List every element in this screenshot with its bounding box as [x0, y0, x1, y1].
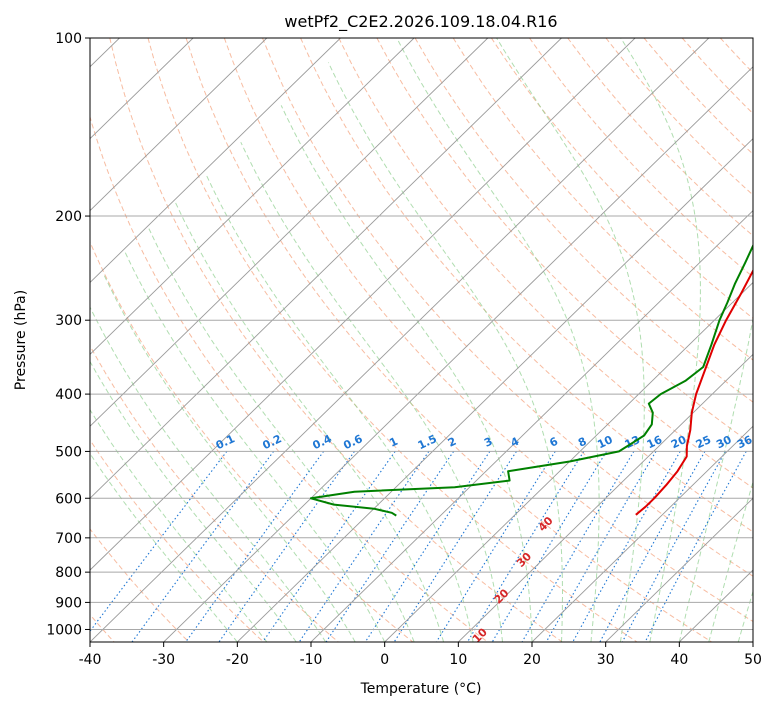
y-tick-label: 800 [55, 565, 82, 581]
isotherm [90, 38, 415, 355]
x-tick-label: -40 [79, 652, 102, 668]
mixing-ratio-line [467, 451, 585, 642]
dry-adiabat [185, 38, 712, 642]
moist-adiabat [102, 273, 356, 642]
y-tick-label: 500 [55, 444, 82, 460]
x-tick-label: 0 [380, 652, 389, 668]
x-tick-label: 50 [744, 652, 762, 668]
mixing-ratio-lines [90, 451, 747, 642]
mixing-ratio-line [435, 451, 556, 642]
mixing-ratio-label: 30 [714, 433, 734, 451]
moist-adiabat [678, 316, 753, 642]
moist-adiabat [148, 228, 415, 642]
mixing-ratio-line [262, 451, 396, 642]
y-tick-label: 100 [55, 31, 82, 47]
plot-area: 0.1 0.2 0.4 0.6 1 1.5 2 3 4 6 8 10 13 16 20 25 30 3610203… [90, 38, 755, 642]
plot-frame [89, 37, 754, 643]
x-tick-label: -20 [226, 652, 249, 668]
x-tick-label: 30 [597, 652, 615, 668]
mixing-ratio-line [545, 451, 657, 642]
dry-adiabat [414, 38, 753, 403]
moist-adiabat [496, 38, 645, 642]
chart-title: wetPf2_C2E2.2026.109.18.04.R16 [284, 12, 557, 32]
isotherm [90, 38, 710, 642]
isotherm [90, 38, 268, 212]
isotherm [310, 209, 753, 642]
moist-adiabat [90, 306, 327, 642]
x-tick-label: -10 [300, 652, 323, 668]
isotherm [90, 38, 636, 571]
mixing-ratio-line [218, 451, 355, 642]
moist-adiabat [396, 38, 600, 642]
x-axis-title: Temperature (°C) [360, 681, 482, 697]
profiles [309, 243, 753, 517]
dry-adiabat [109, 38, 563, 642]
y-axis: 100 200 300 400 500 600 700 800 900 1000 [46, 31, 90, 638]
mixing-ratio-line [599, 451, 706, 642]
x-tick-label: 40 [670, 652, 688, 668]
y-tick-label: 900 [55, 595, 82, 611]
mixing-ratio-line [131, 451, 275, 642]
x-tick-label: 10 [449, 652, 467, 668]
x-tick-label: 20 [523, 652, 541, 668]
moist-adiabat [124, 251, 386, 642]
isotherm [90, 38, 562, 499]
mixing-ratio-line [325, 451, 455, 642]
grid [90, 38, 753, 642]
temperature-profile [635, 268, 753, 516]
moist-adiabat [90, 452, 238, 642]
isotherm [90, 38, 489, 427]
moist-adiabat [737, 589, 753, 642]
moist-adiabat [620, 38, 701, 642]
mixing-ratio-line [621, 451, 726, 642]
y-tick-label: 600 [55, 491, 82, 507]
mixing-ratio-line [298, 451, 430, 642]
mixing-ratio-label: 36 [735, 433, 755, 451]
y-tick-label: 200 [55, 209, 82, 225]
mixing-ratio-label: 20 [669, 433, 689, 451]
mixing-ratio-label: 25 [694, 433, 713, 451]
moist-adiabat [90, 408, 268, 642]
dry-adiabat [90, 115, 488, 642]
moist-adiabat [708, 480, 753, 642]
dry-adiabat [338, 38, 753, 489]
moist-adiabat [205, 174, 474, 642]
mixing-ratio-line [644, 451, 747, 642]
isotherm [90, 38, 341, 284]
y-tick-label: 400 [55, 387, 82, 403]
mixing-ratio-label: 16 [645, 433, 665, 451]
isotherm [163, 66, 753, 642]
x-axis: -40 -30 -20 -10 0 10 20 30 40 50 [79, 642, 762, 668]
y-tick-label: 1000 [46, 622, 82, 638]
isotherm [605, 497, 753, 642]
isotherm [531, 425, 753, 642]
dry-adiabat [262, 38, 753, 577]
dry-adiabat [90, 439, 264, 642]
mixing-ratio-label: 10 [595, 433, 615, 451]
y-tick-label: 700 [55, 531, 82, 547]
dry-adiabat [452, 38, 753, 361]
x-tick-label: -30 [152, 652, 175, 668]
mixing-ratio-line [572, 451, 681, 642]
moist-adiabat [280, 105, 533, 642]
y-tick-label: 300 [55, 313, 82, 329]
isotherm [457, 353, 753, 642]
isotherm [384, 281, 753, 642]
dry-adiabat [147, 38, 638, 642]
moist-adiabat [327, 62, 563, 642]
dry-adiabat [376, 38, 753, 446]
dewpoint-profile [309, 243, 753, 517]
y-axis-title: Pressure (hPa) [13, 290, 29, 390]
dry-adiabat [223, 38, 753, 623]
